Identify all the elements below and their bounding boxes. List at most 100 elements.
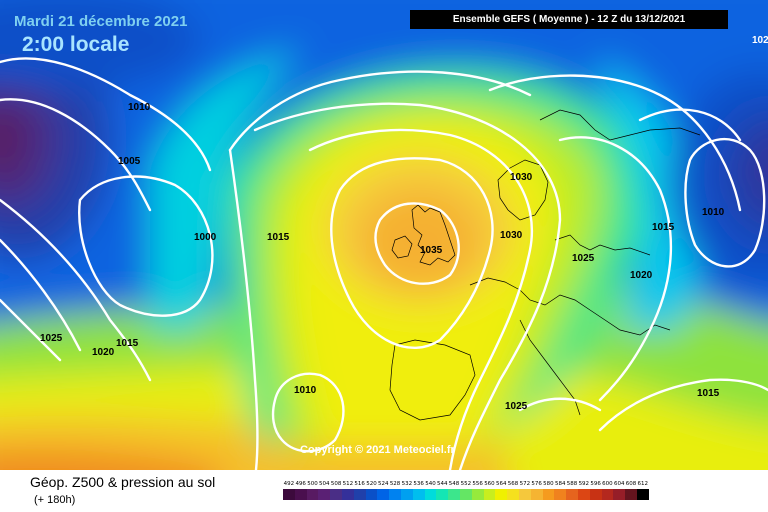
scale-swatch bbox=[377, 489, 390, 500]
scale-label: 568 bbox=[507, 481, 519, 487]
scale-swatch bbox=[601, 489, 614, 500]
scale-step: 604 bbox=[613, 480, 626, 500]
isobar-label: 1015 bbox=[652, 222, 675, 233]
scale-label: 612 bbox=[637, 481, 649, 487]
scale-step: 500 bbox=[306, 480, 319, 500]
scale-step: 544 bbox=[436, 480, 449, 500]
scale-label: 524 bbox=[378, 481, 389, 487]
forecast-time: 2:00 locale bbox=[22, 33, 130, 56]
model-run-banner: Ensemble GEFS ( Moyenne ) - 12 Z du 13/1… bbox=[410, 10, 728, 29]
lead-time: (+ 180h) bbox=[34, 494, 76, 506]
scale-swatch bbox=[389, 489, 401, 500]
scale-swatch bbox=[636, 489, 649, 500]
scale-step: 588 bbox=[566, 480, 578, 500]
scale-step: 536 bbox=[412, 480, 425, 500]
scale-swatch bbox=[495, 489, 508, 500]
scale-swatch bbox=[566, 489, 578, 500]
forecast-date: Mardi 21 décembre 2021 bbox=[14, 13, 188, 30]
coastlines bbox=[389, 109, 701, 421]
isobar-label: 1000 bbox=[194, 232, 217, 243]
scale-swatch bbox=[412, 489, 425, 500]
isobar-label: 1035 bbox=[420, 245, 443, 256]
scale-step: 568 bbox=[507, 480, 519, 500]
scale-step: 508 bbox=[330, 480, 342, 500]
scale-step: 524 bbox=[377, 480, 390, 500]
scale-label: 576 bbox=[531, 481, 542, 487]
scale-step: 548 bbox=[448, 480, 460, 500]
weather-map: 1010 1005 1000 1015 1030 1035 1030 1025 … bbox=[0, 0, 768, 470]
isobar-label: 1025 bbox=[505, 401, 528, 412]
scale-step: 532 bbox=[400, 480, 413, 500]
scale-label: 504 bbox=[319, 481, 330, 487]
scale-swatch bbox=[306, 489, 319, 500]
scale-step: 592 bbox=[577, 480, 590, 500]
scale-label: 500 bbox=[307, 481, 318, 487]
scale-label: 496 bbox=[295, 481, 306, 487]
scale-step: 496 bbox=[294, 480, 307, 500]
scale-label: 560 bbox=[484, 481, 495, 487]
scale-step: 552 bbox=[459, 480, 472, 500]
scale-swatch bbox=[471, 489, 484, 500]
isobar-label: 1010 bbox=[128, 102, 151, 113]
isobar-label: 1025 bbox=[40, 333, 63, 344]
scale-step: 492 bbox=[283, 480, 295, 500]
isobars bbox=[0, 57, 768, 470]
scale-swatch bbox=[424, 489, 437, 500]
scale-step: 580 bbox=[542, 480, 555, 500]
scale-label: 552 bbox=[460, 481, 472, 487]
scale-swatch bbox=[518, 489, 531, 500]
isobar-label: 1005 bbox=[118, 156, 141, 167]
footer-legend: Géop. Z500 & pression au sol (+ 180h) 49… bbox=[0, 470, 768, 512]
scale-label: 604 bbox=[613, 481, 625, 487]
scale-step: 608 bbox=[625, 480, 637, 500]
scale-label: 536 bbox=[413, 481, 424, 487]
scale-swatch bbox=[554, 489, 567, 500]
geopotential-field bbox=[0, 0, 768, 470]
scale-swatch bbox=[507, 489, 519, 500]
scale-swatch bbox=[589, 489, 602, 500]
scale-swatch bbox=[436, 489, 449, 500]
scale-step: 572 bbox=[518, 480, 531, 500]
scale-step: 556 bbox=[471, 480, 484, 500]
isobar-label: 1020 bbox=[630, 270, 653, 281]
scale-label: 580 bbox=[543, 481, 554, 487]
scale-swatch bbox=[625, 489, 637, 500]
color-scale: 492 496 500 504 508 512 516 520 524 528 532 536 540 5… bbox=[283, 480, 649, 500]
scale-label: 492 bbox=[283, 481, 295, 487]
scale-swatch bbox=[483, 489, 496, 500]
scale-swatch bbox=[542, 489, 555, 500]
scale-label: 532 bbox=[401, 481, 413, 487]
scale-step: 516 bbox=[353, 480, 366, 500]
isobar-label: 1020 bbox=[92, 347, 115, 358]
isobar-label-corner: 102 bbox=[752, 35, 768, 46]
scale-label: 516 bbox=[354, 481, 365, 487]
scale-label: 556 bbox=[472, 481, 483, 487]
isobar-label: 1015 bbox=[267, 232, 290, 243]
scale-step: 584 bbox=[554, 480, 567, 500]
isobar-label: 1030 bbox=[500, 230, 523, 241]
isobar-label: 1030 bbox=[510, 172, 533, 183]
scale-label: 596 bbox=[590, 481, 601, 487]
scale-swatch bbox=[341, 489, 354, 500]
scale-label: 528 bbox=[389, 481, 401, 487]
isobar-label: 1015 bbox=[116, 338, 139, 349]
scale-swatch bbox=[577, 489, 590, 500]
parameter-title: Géop. Z500 & pression au sol bbox=[30, 474, 216, 490]
scale-step: 596 bbox=[589, 480, 602, 500]
scale-label: 592 bbox=[578, 481, 590, 487]
scale-swatch bbox=[530, 489, 543, 500]
scale-label: 508 bbox=[330, 481, 342, 487]
scale-swatch bbox=[353, 489, 366, 500]
scale-swatch bbox=[613, 489, 626, 500]
scale-step: 576 bbox=[530, 480, 543, 500]
scale-step: 560 bbox=[483, 480, 496, 500]
scale-step: 612 bbox=[636, 480, 649, 500]
scale-label: 512 bbox=[342, 481, 354, 487]
isobar-labels: 1010 1005 1000 1015 1030 1035 1030 1025 … bbox=[40, 102, 725, 412]
scale-swatch bbox=[330, 489, 342, 500]
isobar-label: 1015 bbox=[697, 388, 720, 399]
scale-swatch bbox=[459, 489, 472, 500]
scale-label: 520 bbox=[366, 481, 377, 487]
scale-swatch bbox=[448, 489, 460, 500]
scale-step: 512 bbox=[341, 480, 354, 500]
